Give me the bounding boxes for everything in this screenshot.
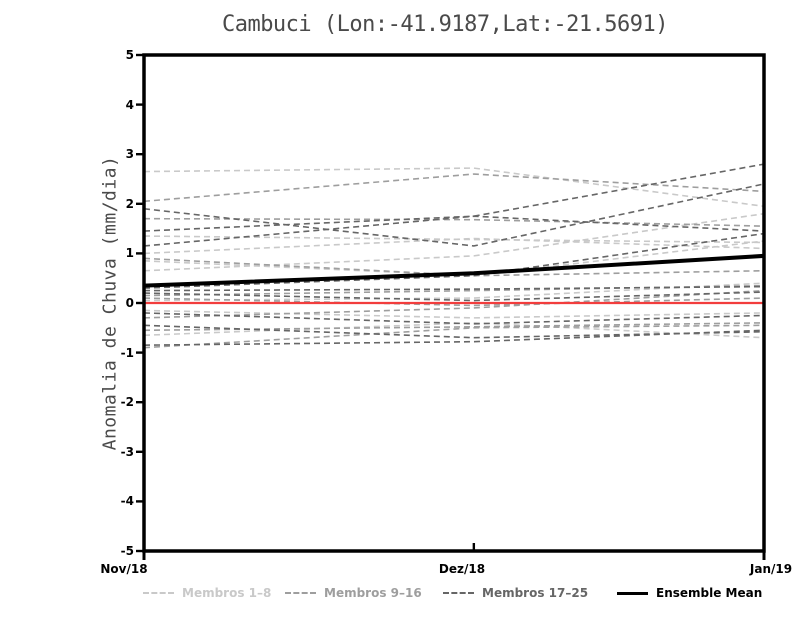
x-tick-label: Jan/19 (749, 562, 793, 576)
y-tick-label: 2 (125, 196, 134, 211)
member-line-group-2 (143, 217, 765, 227)
legend-dashed-line-swatch (285, 592, 316, 594)
member-line-group-3 (143, 215, 765, 247)
member-line-group-3 (143, 291, 765, 302)
member-line-group-1 (143, 322, 765, 339)
legend-label: Membros 17–25 (482, 586, 589, 600)
legend-label: Membros 1–8 (182, 586, 272, 600)
legend-label: Ensemble Mean (656, 586, 763, 600)
member-line-group-2 (143, 297, 765, 307)
member-line-group-3 (143, 163, 765, 232)
member-line-group-3 (143, 285, 765, 292)
member-line-group-1 (143, 240, 765, 277)
legend-dashed-line-swatch (443, 592, 474, 594)
legend-item: Membros 1–8 (143, 585, 271, 601)
y-tick-label: 1 (125, 246, 134, 261)
y-tick-label: 4 (125, 97, 134, 112)
ensemble-mean-line (143, 253, 765, 288)
member-line-group-3 (143, 312, 765, 325)
y-tick-label: 3 (125, 147, 134, 162)
y-tick-label: -4 (120, 494, 134, 509)
legend-label: Membros 9–16 (324, 586, 422, 600)
y-tick-label: -1 (120, 345, 134, 360)
member-line-group-1 (143, 282, 765, 302)
member-line-group-1 (143, 309, 765, 319)
member-line-group-2 (143, 289, 765, 319)
legend-item: Membros 9–16 (285, 585, 422, 601)
legend-item: Ensemble Mean (617, 585, 762, 601)
member-line-group-2 (143, 173, 765, 203)
x-tick-label: Nov/18 (100, 562, 148, 576)
member-line-group-3 (143, 232, 765, 289)
member-line-group-1 (143, 235, 765, 244)
y-tick-label: 0 (125, 296, 134, 310)
member-line-group-1 (143, 237, 765, 255)
plot-border (142, 53, 766, 553)
y-tick-label: -3 (120, 444, 134, 459)
member-line-group-3 (143, 183, 765, 247)
member-line-group-2 (143, 322, 765, 332)
chart-title: Cambuci (Lon:-41.9187,Lat:-21.5691) (221, 12, 669, 37)
member-line-group-1 (143, 212, 765, 272)
x-tick-label: Dez/18 (438, 562, 486, 576)
legend-dashed-line-swatch (143, 592, 174, 594)
member-line-group-1 (143, 167, 765, 208)
legend-item: Membros 17–25 (443, 585, 588, 601)
y-tick-label: 5 (125, 48, 134, 62)
member-line-group-2 (143, 324, 765, 349)
y-tick-label: -2 (120, 395, 134, 410)
legend-solid-line-swatch (617, 591, 648, 595)
legend: Membros 1–8 Membros 9–16 Membros 17–25 Ense… (0, 585, 800, 603)
member-line-group-3 (143, 329, 765, 346)
y-tick-label: -5 (120, 544, 134, 558)
